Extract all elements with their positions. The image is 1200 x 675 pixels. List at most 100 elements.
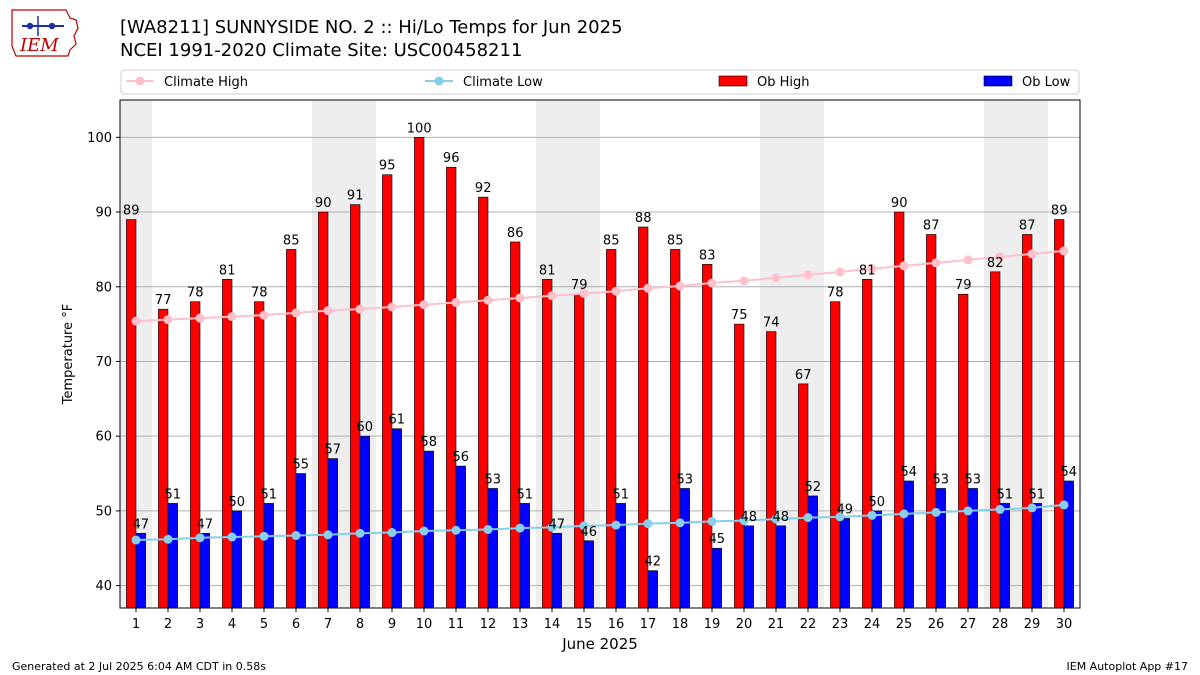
x-tick-label: 3: [196, 617, 204, 632]
ob-high-label: 89: [123, 204, 140, 219]
ob-high-label: 95: [379, 159, 396, 174]
legend-climate-high-swatch-marker: [135, 76, 145, 86]
climate-high-point: [163, 315, 173, 325]
x-tick-label: 16: [608, 617, 625, 632]
climate-low-point: [579, 521, 589, 531]
ob-low-label: 46: [581, 525, 598, 540]
chart-title: [WA8211] SUNNYSIDE NO. 2 :: Hi/Lo Temps …: [120, 17, 623, 38]
x-tick-label: 6: [292, 617, 300, 632]
chart-subtitle: NCEI 1991-2020 Climate Site: USC00458211: [120, 40, 523, 61]
climate-low-point: [867, 510, 877, 520]
ob-high-label: 78: [187, 286, 204, 301]
climate-low-point: [963, 506, 973, 516]
ob-low-bar: [679, 488, 690, 609]
ob-high-label: 88: [635, 211, 652, 226]
ob-high-bar: [254, 301, 265, 609]
ob-low-label: 53: [965, 472, 982, 487]
climate-low-point: [931, 507, 941, 517]
ob-low-bar: [231, 510, 242, 609]
legend-ob-low: Ob Low: [983, 75, 1071, 90]
climate-high-point: [771, 273, 781, 283]
ob-high-label: 77: [155, 293, 172, 308]
ob-high-label: 86: [507, 226, 524, 241]
x-tick-label: 4: [228, 617, 236, 632]
climate-low-line: [135, 503, 1065, 542]
legend-climate-high-label: Climate High: [164, 75, 248, 90]
ob-high-label: 90: [891, 196, 908, 211]
climate-high-point: [227, 312, 237, 322]
climate-high-point: [643, 283, 653, 293]
ob-low-label: 51: [613, 487, 630, 502]
y-tick-label: 70: [95, 355, 112, 370]
ob-low-bar: [263, 503, 274, 609]
ob-low-label: 48: [741, 510, 758, 525]
ob-low-label: 48: [773, 510, 790, 525]
ob-low-bar: [807, 495, 818, 609]
ob-high-label: 79: [571, 278, 588, 293]
ob-low-label: 57: [325, 443, 342, 458]
climate-high-point: [1027, 249, 1037, 259]
ob-high-bar: [702, 264, 713, 609]
ob-low-bar: [1031, 503, 1042, 609]
legend-ob-low-label: Ob Low: [1022, 75, 1071, 90]
x-tick-label: 11: [448, 617, 465, 632]
x-tick-label: 17: [640, 617, 657, 632]
climate-low-point: [675, 518, 685, 528]
ob-low-bar: [551, 532, 562, 609]
ob-high-label: 87: [923, 218, 940, 233]
ob-low-label: 49: [837, 502, 854, 517]
x-tick-label: 29: [1024, 617, 1041, 632]
climate-high-point: [675, 281, 685, 291]
ob-high-bar: [1054, 219, 1065, 609]
ob-low-label: 47: [197, 517, 214, 532]
ob-low-bar: [295, 473, 306, 609]
ob-high-label: 91: [347, 189, 364, 204]
ob-high-bar: [958, 293, 969, 609]
ob-high-label: 85: [283, 233, 300, 248]
ob-high-label: 96: [443, 151, 460, 166]
ob-low-bar: [871, 510, 882, 609]
ob-high-bar: [830, 301, 841, 609]
ob-high-bar: [414, 137, 425, 609]
ob-low-label: 54: [901, 465, 918, 480]
grid-lines: [120, 136, 1080, 587]
climate-high-point: [291, 308, 301, 318]
x-tick-label: 26: [928, 617, 945, 632]
ob-high-bar: [382, 174, 393, 609]
climate-lines: [131, 246, 1069, 545]
y-tick-label: 40: [95, 579, 112, 594]
ob-high-label: 81: [219, 263, 236, 278]
y-tick-label: 90: [95, 206, 112, 221]
ob-high-bar: [286, 249, 297, 609]
ob-high-label: 85: [603, 233, 620, 248]
climate-high-point: [1059, 246, 1069, 256]
climate-low-point: [227, 532, 237, 542]
x-tick-label: 30: [1056, 617, 1073, 632]
y-tick-label: 100: [87, 131, 112, 146]
ob-high-bar: [990, 271, 1001, 609]
y-axis-label: Temperature °F: [61, 304, 76, 405]
climate-low-point: [611, 520, 621, 530]
x-tick-label: 9: [388, 617, 396, 632]
ob-low-label: 50: [229, 495, 246, 510]
x-tick-label: 28: [992, 617, 1009, 632]
ob-high-label: 81: [539, 263, 556, 278]
bars: [126, 137, 1074, 609]
ob-low-bar: [391, 428, 402, 609]
ob-low-bar: [199, 532, 210, 609]
legend-climate-low: Climate Low: [425, 75, 543, 90]
ob-low-bar: [455, 465, 466, 609]
plot-frame: [119, 99, 1081, 609]
climate-low-point: [483, 525, 493, 535]
ob-low-label: 50: [869, 495, 886, 510]
ob-low-bar: [903, 480, 914, 609]
ob-low-label: 42: [645, 555, 662, 570]
x-tick-label: 2: [164, 617, 172, 632]
y-tick-label: 80: [95, 280, 112, 295]
ob-high-label: 90: [315, 196, 332, 211]
ob-low-bar: [935, 488, 946, 609]
climate-low-point: [1027, 503, 1037, 513]
ob-low-label: 56: [453, 450, 470, 465]
ob-high-label: 74: [763, 316, 780, 331]
ob-high-bar: [126, 219, 137, 609]
